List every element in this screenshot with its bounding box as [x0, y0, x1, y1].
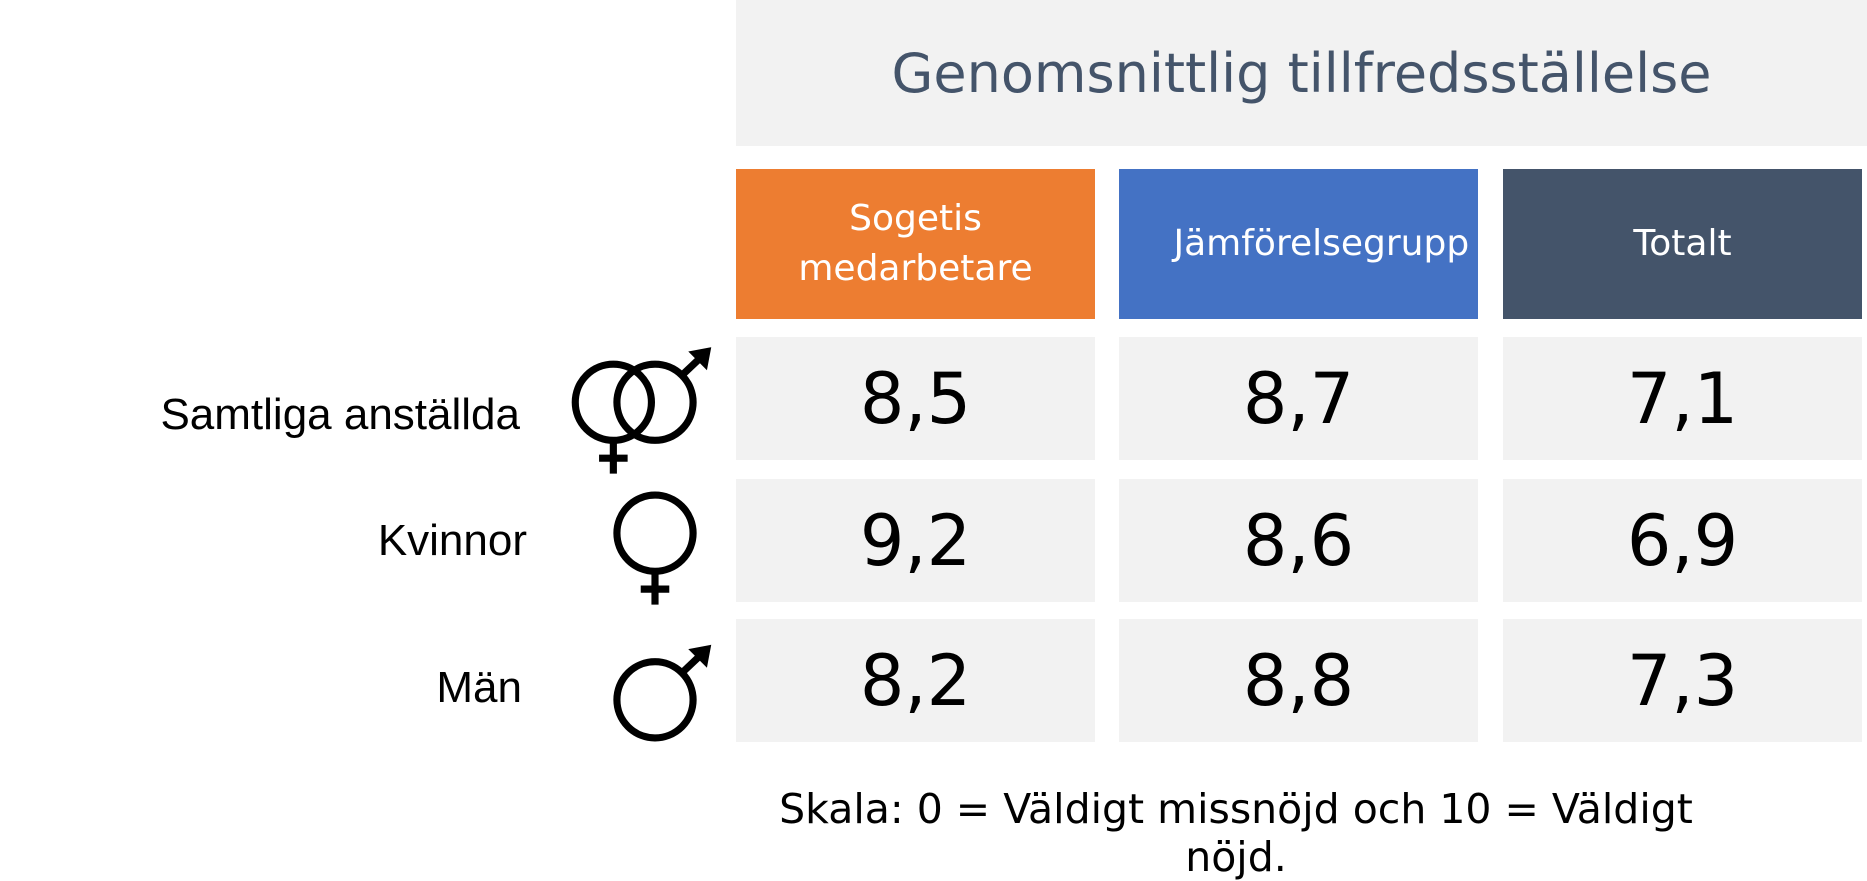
- title: Genomsnittlig tillfredsställelse: [736, 0, 1867, 146]
- value-cell: 6,9: [1503, 479, 1862, 602]
- value-cell: 9,2: [736, 479, 1095, 602]
- row-label: Män: [436, 662, 522, 712]
- value-cell: 7,1: [1503, 337, 1862, 460]
- row-label: Samtliga anställda: [160, 389, 520, 439]
- value-cell: 8,5: [736, 337, 1095, 460]
- value-cell: 7,3: [1503, 619, 1862, 742]
- value-cell: 8,2: [736, 619, 1095, 742]
- male-icon: [613, 644, 712, 742]
- column-header: Jämförelsegrupp: [1119, 169, 1478, 319]
- column-header-text: Totalt: [1633, 222, 1732, 264]
- female-icon: [613, 491, 697, 605]
- column-header: Sogetis medarbetare: [736, 169, 1095, 319]
- value-cell: 8,8: [1119, 619, 1478, 742]
- value-cell: 8,7: [1119, 337, 1478, 460]
- both-genders-icon: [571, 347, 712, 474]
- column-header-text: Jämförelsegrupp: [1173, 222, 1470, 264]
- column-header: Totalt: [1503, 169, 1862, 319]
- footnote: Skala: 0 = Väldigt missnöjd och 10 = Väl…: [779, 785, 1693, 881]
- row-label: Kvinnor: [377, 515, 527, 565]
- column-header-text: Sogetis medarbetare: [798, 197, 1033, 289]
- value-cell: 8,6: [1119, 479, 1478, 602]
